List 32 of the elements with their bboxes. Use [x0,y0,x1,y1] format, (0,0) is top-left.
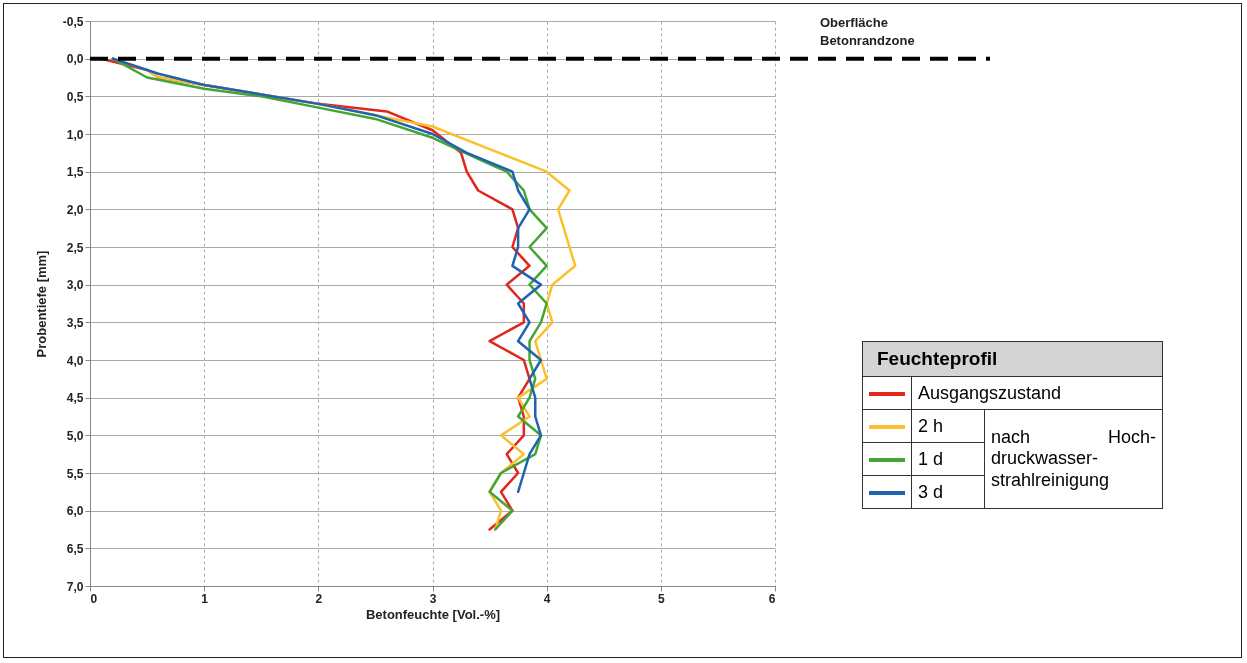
y-tick-label: -0,5 [62,14,84,29]
x-tick-label: 1 [201,591,209,606]
x-tick-label: 5 [657,591,665,606]
y-tick-label: 4,5 [66,391,84,406]
y-tick-label: 3,5 [66,315,84,330]
y-tick-label: 4,0 [66,353,84,368]
legend-label: Ausgangszustand [911,376,1163,410]
y-tick-label: 7,0 [66,579,84,594]
legend-label: 1 d [911,442,985,476]
x-tick-label: 0 [90,591,98,606]
legend-title: Feuchteprofil [862,341,1163,377]
x-tick-label: 3 [429,591,437,606]
legend-label: 2 h [911,409,985,443]
y-tick-label: 6,5 [66,541,84,556]
y-tick-label: 1,5 [66,165,84,180]
y-axis-title: Probentiefe [mm] [33,250,49,358]
y-tick-label: 0,0 [66,52,84,67]
y-tick-label: 2,5 [66,240,84,255]
y-tick-label: 5,5 [66,466,84,481]
y-tick-label: 3,0 [66,278,84,293]
y-tick-label: 1,0 [66,127,84,142]
ref-line-label: Oberfläche Betonrandzone [820,14,915,48]
y-tick-label: 6,0 [66,504,84,519]
legend-label: 3 d [911,475,985,509]
x-axis-title: Betonfeuchte [Vol.-%] [365,606,501,622]
x-tick-label: 4 [543,591,551,606]
x-tick-label: 2 [315,591,323,606]
y-tick-label: 0,5 [66,89,84,104]
text: nach Hoch-druckwasser-strahlreinigung [984,409,1163,509]
x-tick-label: 6 [768,591,776,606]
y-tick-label: 2,0 [66,202,84,217]
y-tick-label: 5,0 [66,428,84,443]
